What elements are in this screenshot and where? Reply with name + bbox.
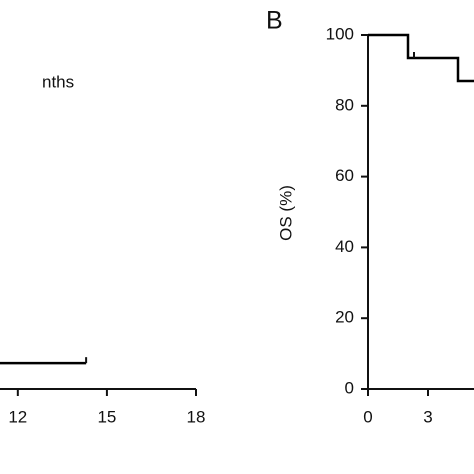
y-axis-label: OS (%) (276, 185, 295, 241)
y-tick-label: 80 (335, 95, 354, 114)
annotation: nths (42, 72, 74, 91)
y-tick-label: 40 (335, 237, 354, 256)
y-tick-label: 20 (335, 308, 354, 327)
x-tick-label: 18 (187, 407, 206, 426)
x-tick-label: 3 (423, 407, 432, 426)
x-tick-label: 15 (97, 407, 116, 426)
y-tick-label: 0 (345, 378, 354, 397)
x-tick-label: 12 (8, 407, 27, 426)
panel-label: B (266, 7, 283, 35)
x-tick-label: 0 (363, 407, 372, 426)
y-tick-label: 100 (326, 24, 354, 43)
y-tick-label: 60 (335, 166, 354, 185)
survival-line (368, 33, 474, 83)
